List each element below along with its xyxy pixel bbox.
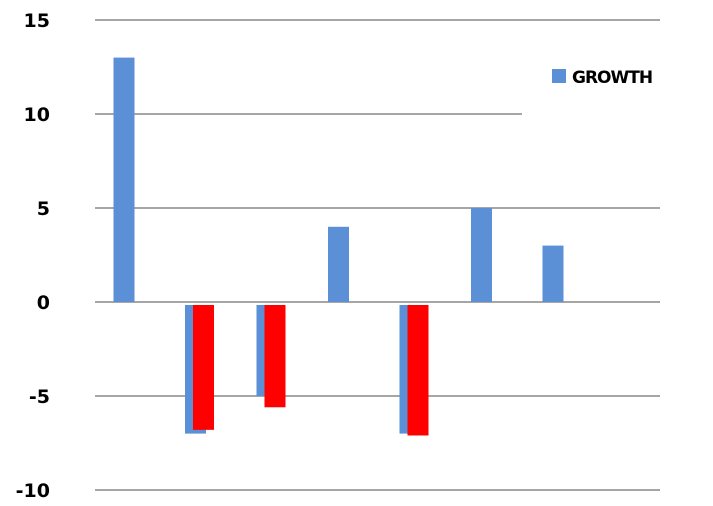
y-tick-label: 0 [37,292,50,314]
bar-series1-7 [542,245,564,302]
y-tick-label: 10 [24,104,50,126]
y-tick-label: -5 [29,386,50,408]
bar-series1-6 [471,208,492,302]
bar-series2-3 [264,305,286,408]
legend-swatch-growth [552,69,566,83]
y-tick-label: -10 [16,480,50,502]
bar-series2-5 [407,305,429,436]
bar-series1-4 [328,226,349,302]
y-axis-tick-labels: -10 -5 0 5 10 15 [16,10,50,502]
y-tick-label: 5 [37,198,50,220]
bar-series1-1 [113,57,135,302]
legend-label-growth: GROWTH [572,68,652,88]
y-tick-label: 15 [24,10,50,32]
gridlines [95,19,660,491]
bars [113,57,564,436]
bar-series2-2 [193,305,214,430]
legend: GROWTH [552,68,653,88]
